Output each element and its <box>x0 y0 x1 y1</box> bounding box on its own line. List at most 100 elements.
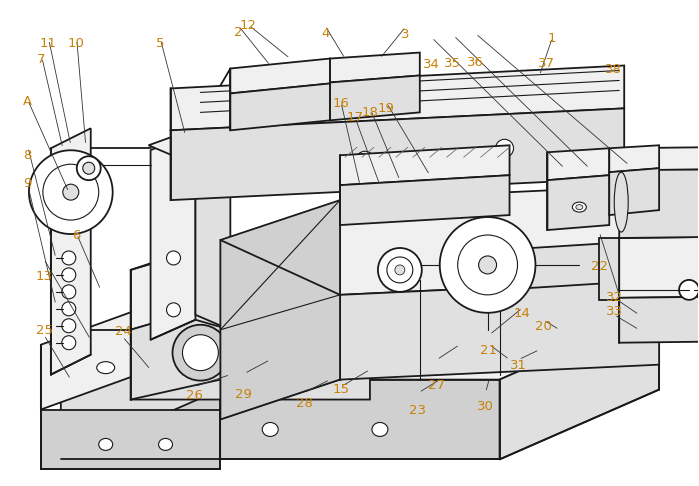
Circle shape <box>390 86 400 95</box>
Polygon shape <box>619 295 699 343</box>
Circle shape <box>29 150 113 234</box>
Circle shape <box>302 299 338 335</box>
Text: 5: 5 <box>156 37 164 50</box>
Text: 18: 18 <box>362 105 379 119</box>
Text: 26: 26 <box>187 389 203 402</box>
Text: 21: 21 <box>480 344 498 357</box>
Polygon shape <box>61 380 500 459</box>
Circle shape <box>166 251 180 265</box>
Polygon shape <box>61 310 220 459</box>
Polygon shape <box>231 84 330 130</box>
Polygon shape <box>196 130 231 330</box>
Ellipse shape <box>96 362 115 374</box>
Circle shape <box>395 265 405 275</box>
Circle shape <box>77 156 101 180</box>
Text: 13: 13 <box>36 270 52 283</box>
Circle shape <box>243 317 278 353</box>
Polygon shape <box>41 410 220 469</box>
Polygon shape <box>340 145 510 185</box>
Polygon shape <box>41 280 220 410</box>
Text: 34: 34 <box>424 58 440 71</box>
Polygon shape <box>547 175 610 230</box>
Polygon shape <box>500 240 659 290</box>
Polygon shape <box>610 168 659 215</box>
Text: 7: 7 <box>37 53 45 66</box>
Ellipse shape <box>480 318 500 332</box>
Circle shape <box>356 151 374 169</box>
Text: 2: 2 <box>233 26 243 39</box>
Polygon shape <box>599 238 619 300</box>
Text: 12: 12 <box>240 19 257 33</box>
Text: 4: 4 <box>321 27 329 40</box>
Text: 28: 28 <box>296 398 312 410</box>
Text: A: A <box>23 95 32 108</box>
Polygon shape <box>330 75 420 121</box>
Text: 29: 29 <box>235 388 252 400</box>
Text: 15: 15 <box>333 383 350 396</box>
Ellipse shape <box>372 422 388 436</box>
Ellipse shape <box>614 172 628 232</box>
Polygon shape <box>340 280 659 380</box>
Text: 14: 14 <box>514 307 531 320</box>
Polygon shape <box>171 66 624 130</box>
Polygon shape <box>340 280 500 380</box>
Text: 37: 37 <box>538 57 554 70</box>
Polygon shape <box>149 128 240 165</box>
Polygon shape <box>619 235 699 298</box>
Polygon shape <box>500 270 659 350</box>
Ellipse shape <box>159 438 173 451</box>
Circle shape <box>82 162 95 174</box>
Text: 38: 38 <box>605 63 621 76</box>
Circle shape <box>43 164 99 220</box>
Circle shape <box>62 285 75 299</box>
Polygon shape <box>220 200 340 419</box>
Text: 8: 8 <box>23 149 31 162</box>
Ellipse shape <box>278 258 293 266</box>
Circle shape <box>232 307 288 363</box>
Text: 1: 1 <box>547 32 556 45</box>
Circle shape <box>62 268 75 282</box>
Text: 23: 23 <box>410 404 426 417</box>
Polygon shape <box>340 175 510 225</box>
Circle shape <box>182 335 218 371</box>
Text: 32: 32 <box>606 291 623 304</box>
Text: 25: 25 <box>36 324 52 337</box>
Circle shape <box>166 303 180 317</box>
Text: 11: 11 <box>40 37 57 50</box>
Ellipse shape <box>576 205 583 209</box>
Circle shape <box>440 217 535 313</box>
Text: 27: 27 <box>428 380 445 393</box>
Polygon shape <box>610 145 659 172</box>
Polygon shape <box>330 52 420 83</box>
Circle shape <box>62 302 75 316</box>
Polygon shape <box>619 145 699 170</box>
Text: 33: 33 <box>606 305 623 318</box>
Polygon shape <box>171 108 624 200</box>
Circle shape <box>387 257 413 283</box>
Circle shape <box>62 336 75 350</box>
Circle shape <box>458 235 517 295</box>
Polygon shape <box>150 130 196 340</box>
Circle shape <box>679 280 699 300</box>
Polygon shape <box>61 310 659 380</box>
Text: 31: 31 <box>510 359 526 372</box>
Circle shape <box>62 319 75 333</box>
Ellipse shape <box>201 277 219 287</box>
Ellipse shape <box>313 324 367 346</box>
Text: 35: 35 <box>444 57 461 70</box>
Polygon shape <box>51 128 91 375</box>
Polygon shape <box>231 58 330 93</box>
Text: 30: 30 <box>477 400 494 413</box>
Polygon shape <box>131 260 370 399</box>
Ellipse shape <box>573 350 585 360</box>
Circle shape <box>173 325 229 381</box>
Text: 9: 9 <box>23 177 31 191</box>
Circle shape <box>378 248 421 292</box>
Ellipse shape <box>572 202 586 212</box>
Polygon shape <box>340 185 659 295</box>
Polygon shape <box>500 310 659 459</box>
Polygon shape <box>547 148 610 180</box>
Ellipse shape <box>559 318 579 332</box>
Text: 3: 3 <box>401 28 410 41</box>
Text: 36: 36 <box>466 56 484 69</box>
